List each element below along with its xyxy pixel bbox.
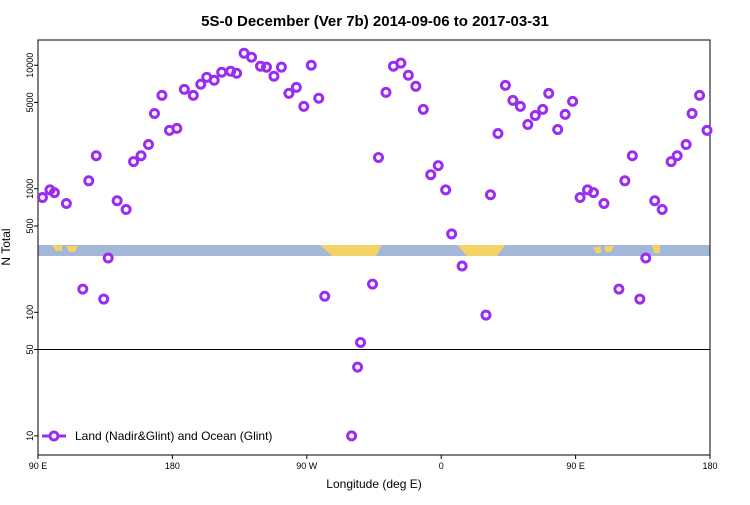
point xyxy=(283,87,295,99)
y-tick-label: 5000 xyxy=(25,92,35,112)
point xyxy=(626,150,638,162)
y-tick-label: 500 xyxy=(25,218,35,233)
point xyxy=(135,150,147,162)
point xyxy=(83,175,95,187)
point xyxy=(456,260,468,272)
point xyxy=(522,119,534,131)
point xyxy=(432,160,444,172)
point xyxy=(380,86,392,98)
point xyxy=(480,309,492,321)
y-tick-label: 1000 xyxy=(25,179,35,199)
point xyxy=(148,107,160,119)
point xyxy=(77,283,89,295)
point xyxy=(598,197,610,209)
point xyxy=(507,94,519,106)
point xyxy=(298,100,310,112)
point xyxy=(694,89,706,101)
point xyxy=(120,203,132,215)
point xyxy=(640,252,652,264)
point xyxy=(665,156,677,168)
point xyxy=(559,108,571,120)
point xyxy=(195,78,207,90)
y-tick-label: 10 xyxy=(25,431,35,441)
y-tick-label: 100 xyxy=(25,305,35,320)
point xyxy=(313,92,325,104)
point xyxy=(619,175,631,187)
point xyxy=(246,51,258,63)
point xyxy=(352,361,364,373)
point xyxy=(346,430,358,442)
point xyxy=(367,278,379,290)
point xyxy=(143,139,155,151)
point xyxy=(48,187,60,199)
point xyxy=(529,109,541,121)
point xyxy=(90,150,102,162)
point xyxy=(255,60,267,72)
point xyxy=(537,103,549,115)
x-tick-label: 0 xyxy=(439,461,444,471)
point xyxy=(290,81,302,93)
point xyxy=(275,61,287,73)
point xyxy=(649,195,661,207)
point xyxy=(484,189,496,201)
point xyxy=(656,203,668,215)
point xyxy=(671,150,683,162)
point xyxy=(417,103,429,115)
point xyxy=(567,95,579,107)
point xyxy=(102,252,114,264)
x-tick-label: 90 E xyxy=(29,461,48,471)
point xyxy=(216,66,228,78)
point xyxy=(574,191,586,203)
point xyxy=(60,197,72,209)
point xyxy=(686,107,698,119)
legend-marker xyxy=(48,430,60,442)
point xyxy=(446,228,458,240)
point xyxy=(410,80,422,92)
point xyxy=(492,128,504,140)
map-strip xyxy=(38,245,710,256)
y-tick-label: 10000 xyxy=(25,53,35,78)
point xyxy=(156,89,168,101)
point xyxy=(178,83,190,95)
point xyxy=(613,283,625,295)
point xyxy=(680,139,692,151)
point xyxy=(372,152,384,164)
point xyxy=(36,191,48,203)
point xyxy=(588,187,600,199)
point xyxy=(440,184,452,196)
y-tick-label: 50 xyxy=(25,344,35,354)
x-tick-label: 180 xyxy=(702,461,717,471)
point xyxy=(171,122,183,134)
legend-label: Land (Nadir&Glint) and Ocean (Glint) xyxy=(75,429,272,443)
point xyxy=(231,67,243,79)
point xyxy=(128,156,140,168)
point xyxy=(98,293,110,305)
x-axis-label: Longitude (deg E) xyxy=(326,477,421,491)
y-axis-label: N Total xyxy=(0,228,13,265)
chart-title: 5S-0 December (Ver 7b) 2014-09-06 to 201… xyxy=(201,13,549,30)
plot-frame xyxy=(37,39,711,456)
point xyxy=(187,89,199,101)
point xyxy=(634,293,646,305)
point xyxy=(402,69,414,81)
point xyxy=(305,59,317,71)
x-tick-label: 90 E xyxy=(566,461,585,471)
point xyxy=(208,74,220,86)
point xyxy=(111,195,123,207)
point xyxy=(543,87,555,99)
point xyxy=(355,336,367,348)
x-tick-label: 90 W xyxy=(296,461,318,471)
point xyxy=(701,124,713,136)
point xyxy=(552,123,564,135)
point xyxy=(514,100,526,112)
point xyxy=(425,169,437,181)
point xyxy=(260,61,272,73)
point xyxy=(395,57,407,69)
x-tick-label: 180 xyxy=(165,461,180,471)
point xyxy=(499,79,511,91)
point xyxy=(268,70,280,82)
point xyxy=(319,290,331,302)
